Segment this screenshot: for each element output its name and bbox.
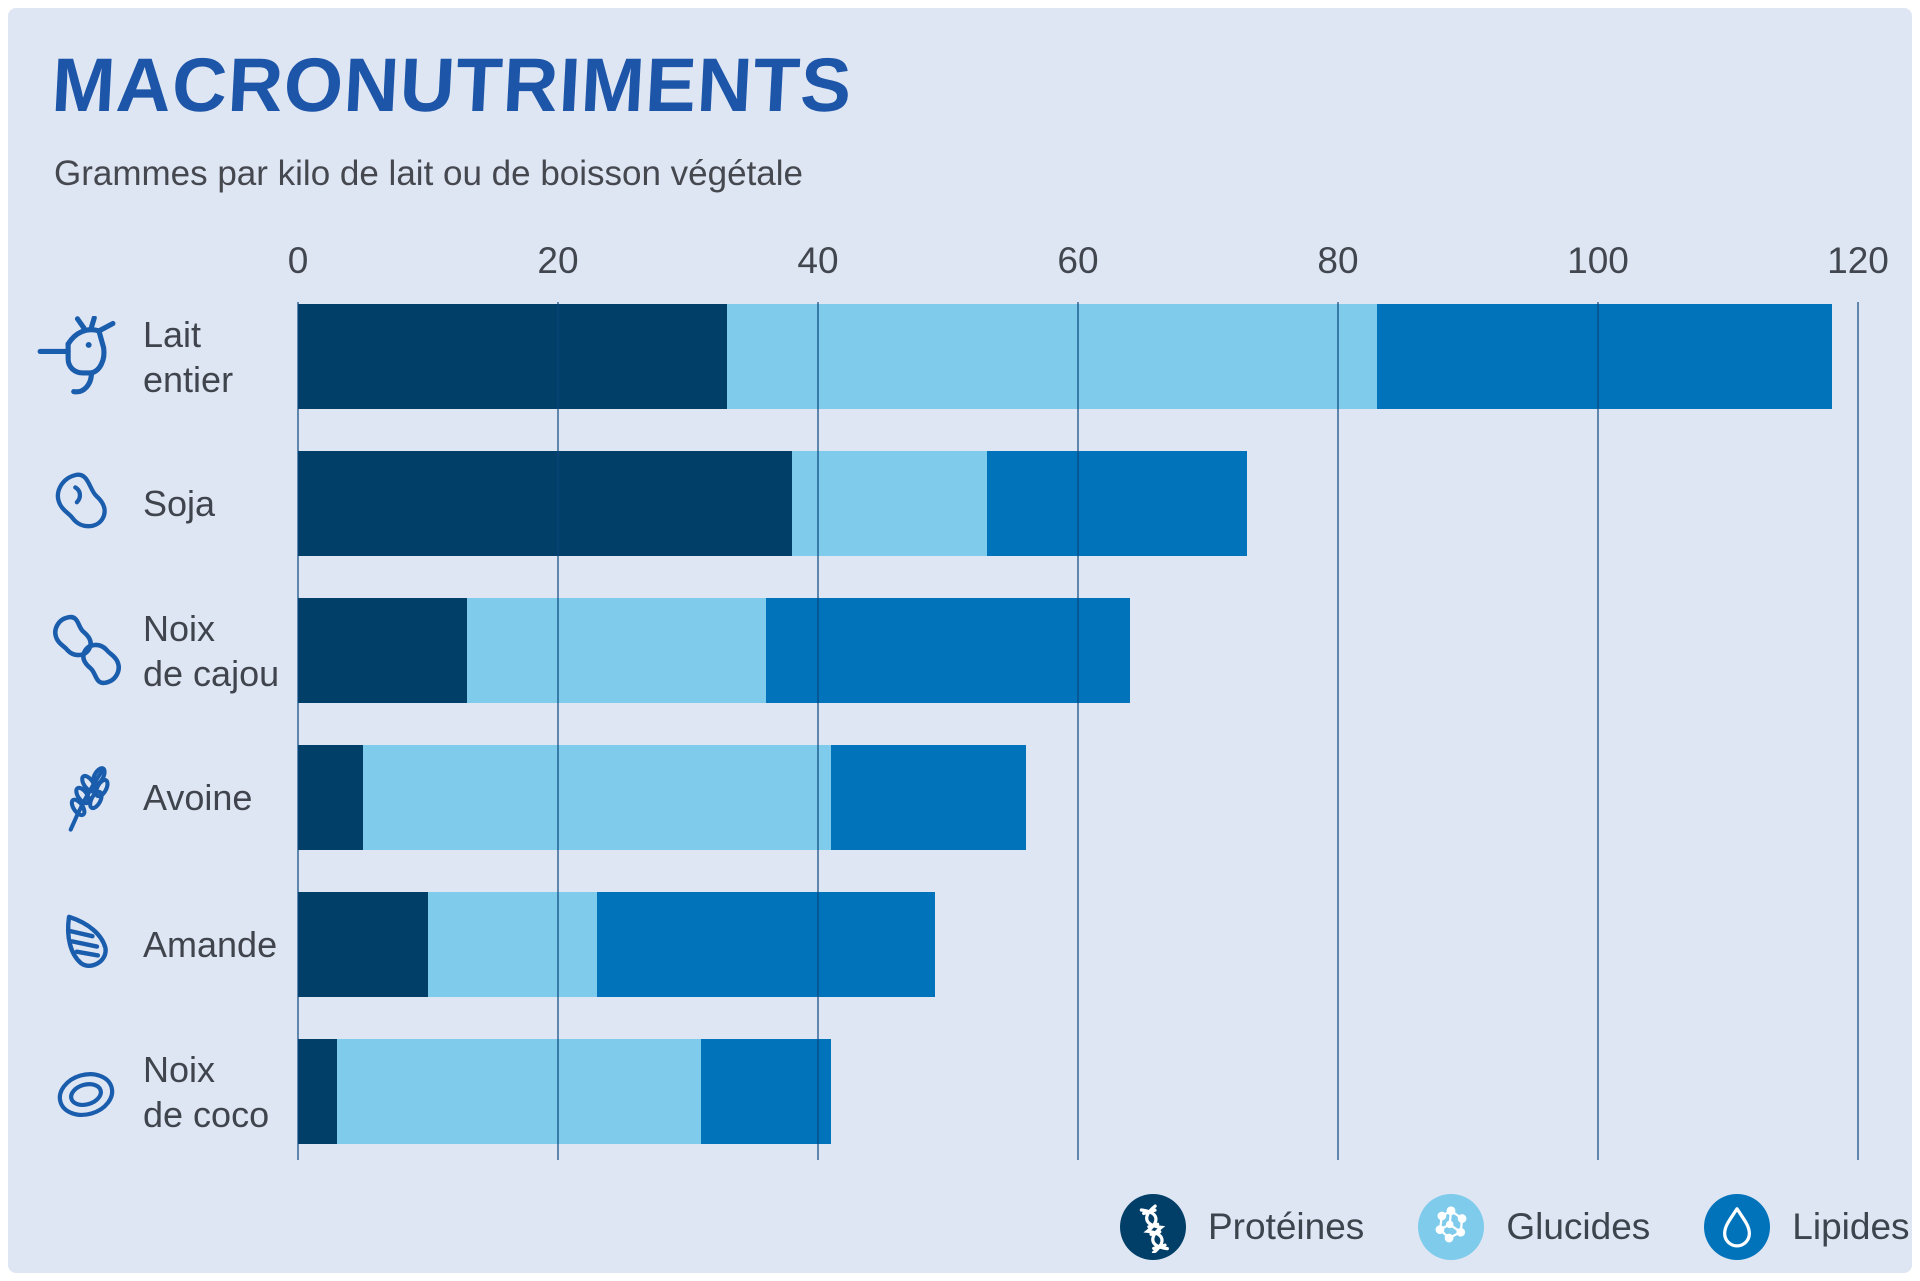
- x-tick-label: 80: [1317, 240, 1359, 281]
- droplet-icon: [1704, 1194, 1771, 1260]
- cow-icon: [36, 315, 132, 400]
- gridline: [1857, 302, 1859, 1160]
- chart-panel: MACRONUTRIMENTS Grammes par kilo de lait…: [8, 8, 1912, 1273]
- legend-item: Glucides: [1418, 1194, 1650, 1260]
- soybean-icon: [48, 463, 126, 543]
- x-tick-label: 20: [537, 240, 579, 281]
- page-subtitle: Grammes par kilo de lait ou de boisson v…: [54, 154, 804, 193]
- bar-segment-lipides: [831, 745, 1026, 850]
- oat-icon: [50, 755, 124, 839]
- bar-segment-lipides: [597, 892, 935, 997]
- x-tick-label: 100: [1567, 240, 1629, 281]
- x-tick-label: 60: [1057, 240, 1099, 281]
- bar-segment-lipides: [1377, 304, 1832, 409]
- legend: Protéines Glucides Lipides: [1120, 1194, 1910, 1260]
- gridline: [557, 302, 559, 1160]
- page-title: MACRONUTRIMENTS: [49, 43, 855, 128]
- bar-segment-glucides: [428, 892, 597, 997]
- almond-icon: [46, 903, 126, 985]
- molecule-icon: [1418, 1194, 1485, 1260]
- bar-segment-protéines: [298, 598, 467, 703]
- gridline: [1597, 302, 1599, 1160]
- bar-segment-lipides: [766, 598, 1130, 703]
- legend-label: Protéines: [1208, 1206, 1365, 1247]
- legend-item: Lipides: [1704, 1194, 1910, 1260]
- bar-segment-lipides: [987, 451, 1247, 556]
- legend-label: Lipides: [1792, 1206, 1910, 1247]
- gridline: [1077, 302, 1079, 1160]
- coconut-icon: [46, 1055, 126, 1131]
- bar-segment-protéines: [298, 1039, 337, 1144]
- bar-segment-protéines: [298, 892, 428, 997]
- bar-segment-protéines: [298, 745, 363, 850]
- bar-segment-lipides: [701, 1039, 831, 1144]
- bar-segment-protéines: [298, 451, 792, 556]
- cashew-icon: [46, 608, 128, 692]
- x-tick-label: 0: [287, 240, 309, 281]
- legend-label: Glucides: [1506, 1206, 1651, 1247]
- category-label: Lait entier: [143, 313, 234, 400]
- gridline: [297, 302, 299, 1160]
- category-label: Noix de coco: [143, 1048, 270, 1135]
- bar-segment-glucides: [467, 598, 766, 703]
- category-label: Amande: [143, 924, 278, 965]
- bar-segment-glucides: [792, 451, 987, 556]
- bar-segment-glucides: [337, 1039, 701, 1144]
- bar-segment-glucides: [727, 304, 1377, 409]
- bar-segment-protéines: [298, 304, 727, 409]
- x-tick-label: 120: [1827, 240, 1889, 281]
- gridline: [1337, 302, 1339, 1160]
- dna-icon: [1120, 1194, 1186, 1260]
- gridline: [817, 302, 819, 1160]
- category-label: Soja: [143, 483, 216, 524]
- category-label: Avoine: [143, 777, 253, 818]
- legend-item: Protéines: [1120, 1194, 1364, 1260]
- category-label: Noix de cajou: [143, 607, 280, 694]
- x-tick-label: 40: [797, 240, 839, 281]
- bar-segment-glucides: [363, 745, 831, 850]
